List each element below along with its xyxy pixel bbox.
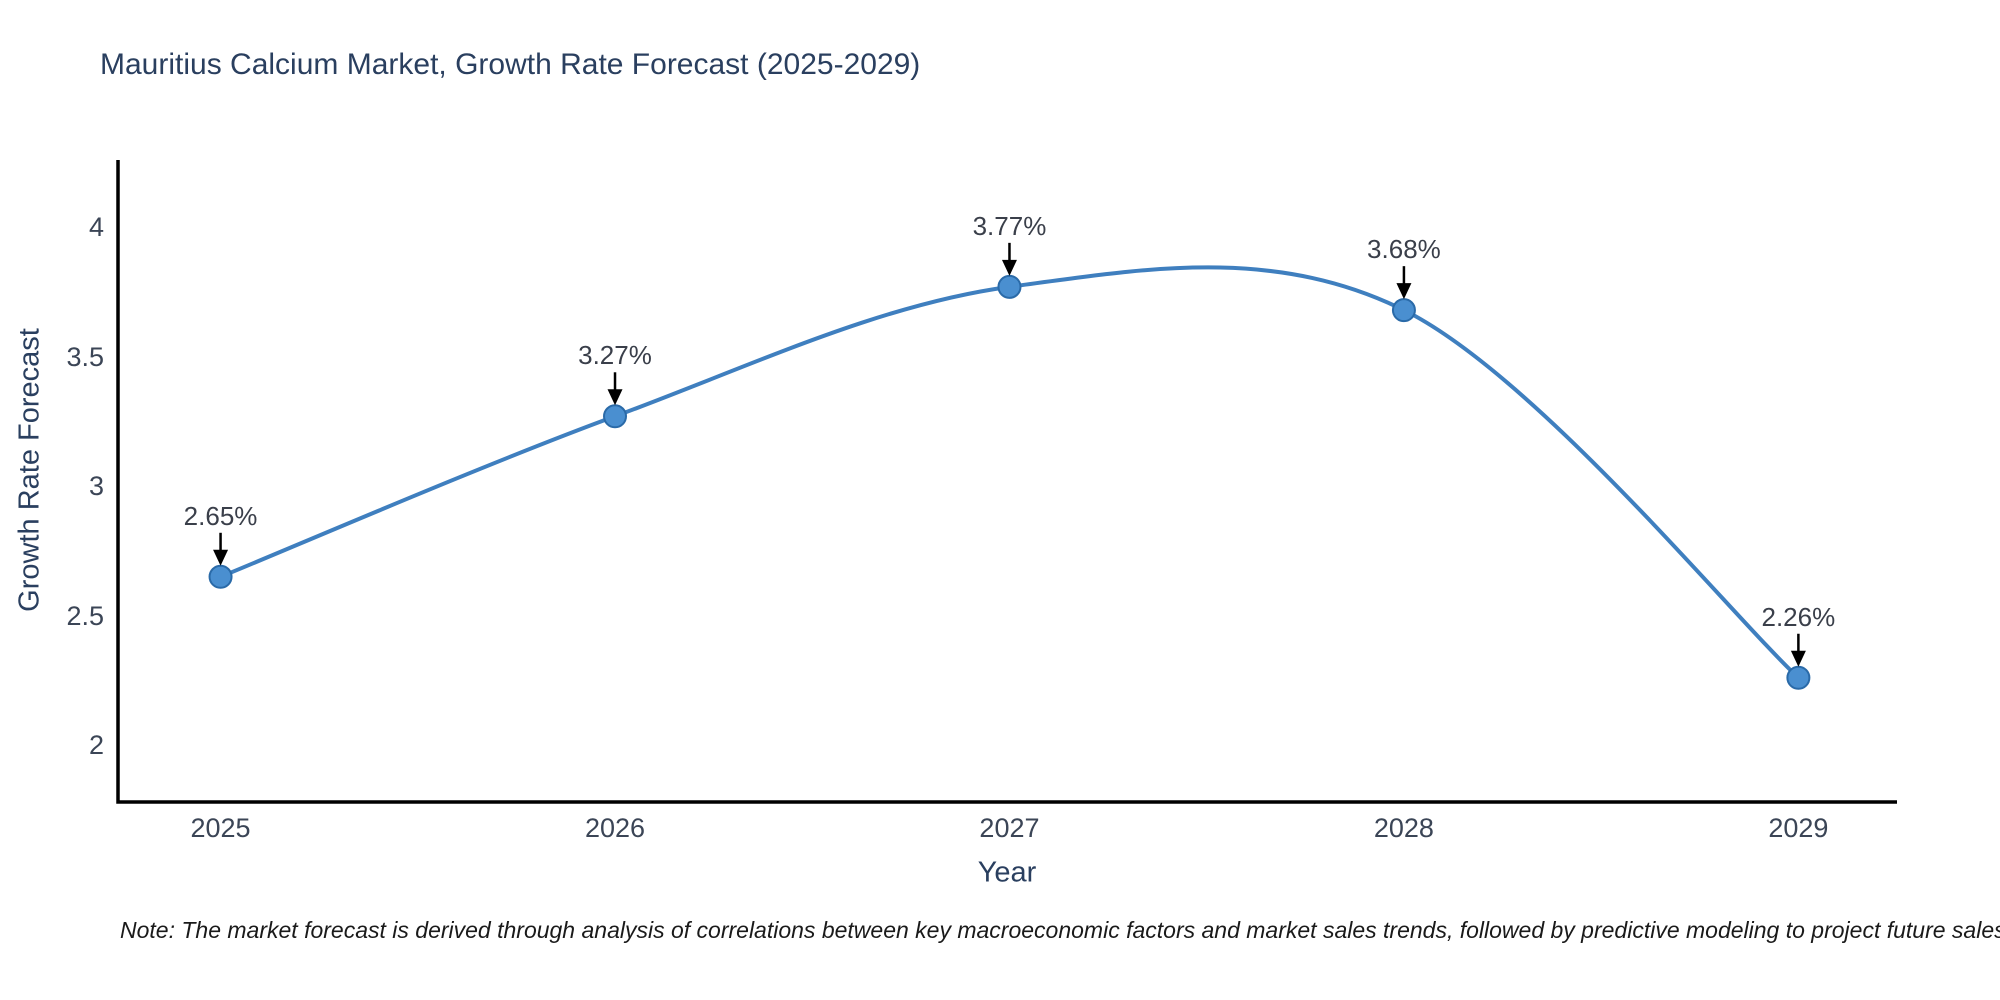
annotation-arrowhead <box>1001 259 1017 276</box>
data-point-marker <box>603 404 628 429</box>
chart-title: Mauritius Calcium Market, Growth Rate Fo… <box>100 48 921 81</box>
y-tick-label: 2.5 <box>66 600 104 631</box>
x-tick-label: 2029 <box>1768 813 1829 843</box>
point-annotation: 3.77% <box>972 210 1047 241</box>
x-tick-label: 2025 <box>190 813 251 843</box>
x-tick-label: 2028 <box>1373 813 1434 843</box>
point-annotation: 2.65% <box>183 500 258 531</box>
annotation-arrowhead <box>1790 650 1806 667</box>
data-point-marker <box>208 564 233 589</box>
x-tick-label: 2026 <box>584 813 646 843</box>
axis-line <box>116 160 1897 804</box>
point-annotation: 3.27% <box>578 340 652 371</box>
x-tick-label: 2027 <box>979 813 1040 843</box>
annotation-arrowhead <box>1396 283 1412 300</box>
y-tick-label: 4 <box>88 212 104 243</box>
data-point-marker <box>1786 665 1811 690</box>
point-annotation: 2.26% <box>1761 601 1836 632</box>
y-tick-label: 3.5 <box>66 341 104 372</box>
trend-line <box>218 265 1801 680</box>
annotation-arrowhead <box>607 389 623 406</box>
footnote: Note: The market forecast is derived thr… <box>120 917 2000 943</box>
y-tick-label: 3 <box>88 471 104 502</box>
data-point-marker <box>997 274 1022 299</box>
y-tick-label: 2 <box>88 730 104 761</box>
annotation-arrowhead <box>213 549 229 566</box>
x-axis-title: Year <box>977 856 1037 889</box>
data-point-marker <box>1391 298 1416 323</box>
point-annotation: 3.68% <box>1367 234 1441 265</box>
